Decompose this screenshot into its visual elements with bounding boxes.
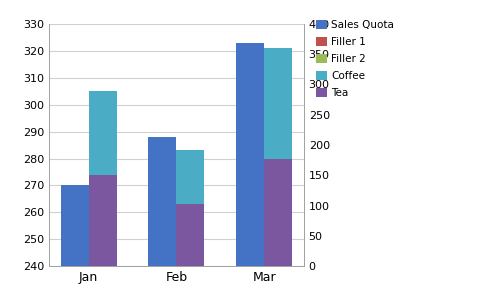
Bar bbox=[264, 48, 292, 159]
Bar bbox=[61, 186, 89, 266]
Legend: Sales Quota, Filler 1, Filler 2, Coffee, Tea: Sales Quota, Filler 1, Filler 2, Coffee,… bbox=[317, 20, 394, 98]
Bar bbox=[89, 175, 117, 266]
Bar bbox=[236, 43, 264, 266]
Bar bbox=[176, 204, 204, 266]
Bar bbox=[264, 159, 292, 266]
Bar bbox=[89, 91, 117, 175]
Bar bbox=[176, 150, 204, 204]
Bar bbox=[148, 137, 176, 266]
